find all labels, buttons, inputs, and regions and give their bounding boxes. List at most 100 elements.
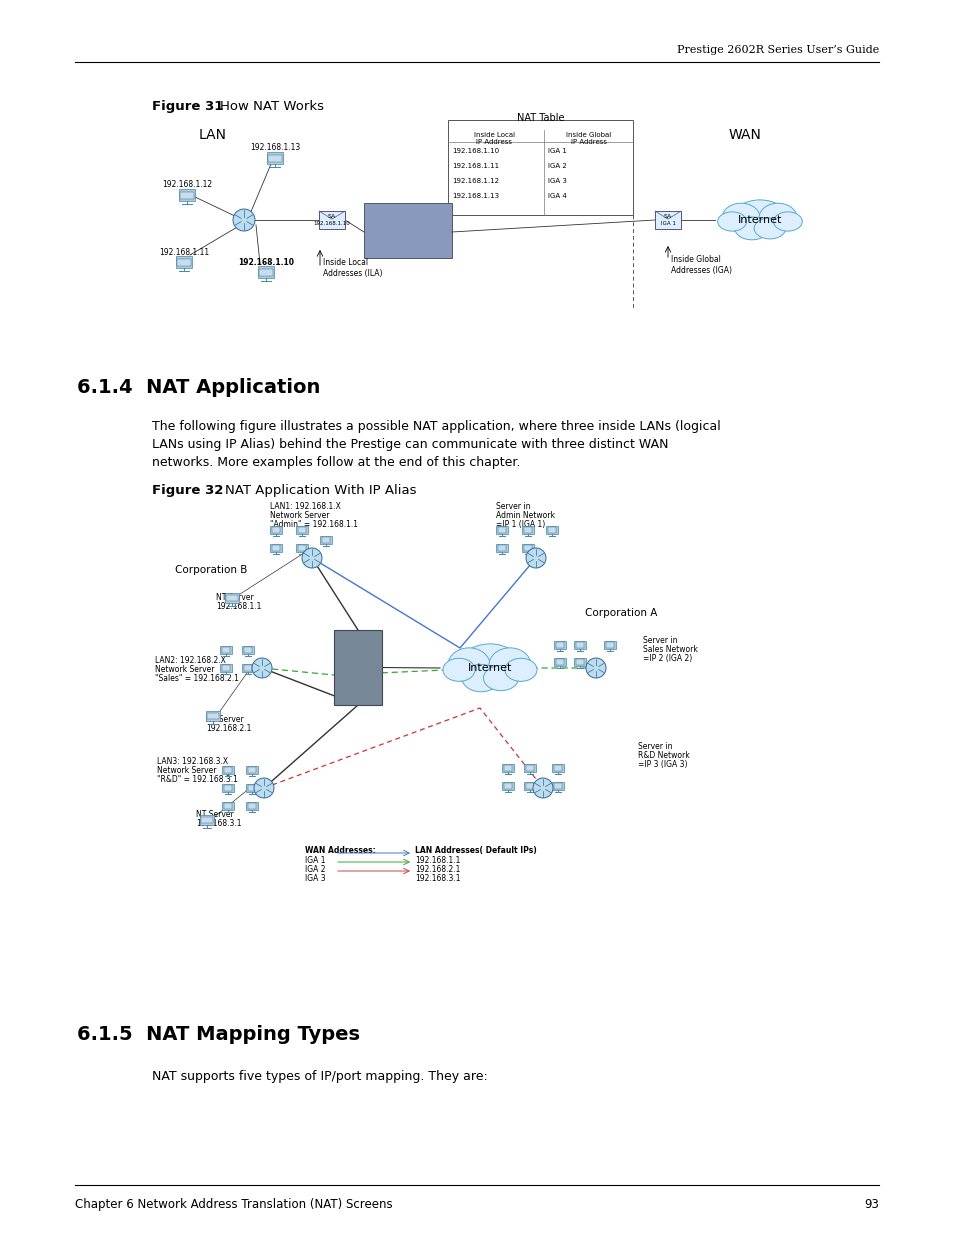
Ellipse shape [458, 643, 520, 689]
Bar [177, 259, 191, 267]
Bar [221, 666, 230, 671]
Bar [243, 647, 253, 652]
Ellipse shape [731, 200, 787, 237]
Ellipse shape [483, 666, 518, 690]
Bar [547, 527, 556, 532]
Text: =IP 1 (IGA 1): =IP 1 (IGA 1) [496, 520, 545, 529]
FancyBboxPatch shape [364, 203, 452, 258]
Bar [220, 664, 232, 672]
Text: NAT Application With IP Alias: NAT Application With IP Alias [225, 484, 416, 496]
Bar [448, 120, 633, 215]
Text: How NAT Works: How NAT Works [220, 100, 324, 112]
Ellipse shape [461, 664, 499, 692]
Text: Network Server: Network Server [154, 664, 214, 674]
Bar [545, 526, 558, 534]
Bar [243, 666, 253, 671]
Text: 6.1.4  NAT Application: 6.1.4 NAT Application [77, 378, 320, 396]
Text: The following figure illustrates a possible NAT application, where three inside : The following figure illustrates a possi… [152, 420, 720, 433]
Text: 192.168.1.11: 192.168.1.11 [452, 163, 498, 169]
Circle shape [585, 658, 605, 678]
Bar [497, 546, 506, 551]
Circle shape [233, 209, 254, 231]
Bar [552, 782, 563, 790]
Text: =IP 3 (IGA 3): =IP 3 (IGA 3) [638, 760, 687, 769]
Bar [222, 784, 233, 792]
Bar [575, 659, 584, 664]
Text: "R&D" = 192.168.3.1: "R&D" = 192.168.3.1 [157, 776, 237, 784]
Bar [199, 815, 213, 825]
Text: "Sales" = 192.168.2.1: "Sales" = 192.168.2.1 [154, 674, 238, 683]
Bar [497, 527, 506, 532]
Bar [246, 766, 257, 774]
Text: 192.168.1.13: 192.168.1.13 [250, 143, 300, 152]
Text: Sales Network: Sales Network [642, 645, 698, 655]
Bar [226, 595, 237, 601]
Text: WAN: WAN [728, 128, 760, 142]
Ellipse shape [442, 658, 475, 682]
Text: 93: 93 [863, 1198, 878, 1212]
Bar [523, 764, 536, 772]
Bar [525, 766, 534, 771]
Text: Admin Network: Admin Network [496, 511, 555, 520]
Text: 192.168.3.1: 192.168.3.1 [415, 874, 460, 883]
Bar [266, 152, 283, 164]
Bar [295, 543, 308, 552]
Bar [297, 546, 306, 551]
Bar [574, 641, 585, 650]
Text: IGA 3: IGA 3 [548, 178, 566, 184]
Text: IGA 2: IGA 2 [548, 163, 566, 169]
Text: IGA 3: IGA 3 [305, 874, 325, 883]
Bar [223, 767, 233, 773]
Bar [223, 785, 233, 790]
Text: Network Server: Network Server [157, 766, 216, 776]
Bar [501, 782, 514, 790]
Text: 192.168.2.1: 192.168.2.1 [415, 864, 460, 874]
Ellipse shape [717, 212, 745, 231]
Text: LANs using IP Alias) behind the Prestige can communicate with three distinct WAN: LANs using IP Alias) behind the Prestige… [152, 438, 668, 451]
Bar [272, 527, 280, 532]
Ellipse shape [759, 204, 796, 232]
Text: 192.168.1.10: 192.168.1.10 [314, 221, 350, 226]
Bar [496, 526, 507, 534]
Bar [201, 818, 213, 824]
Text: Inside Local
IP Address: Inside Local IP Address [474, 132, 515, 144]
Text: 192.168.1.1: 192.168.1.1 [215, 601, 261, 611]
Ellipse shape [721, 204, 760, 232]
Bar [225, 593, 239, 603]
Bar [248, 803, 256, 809]
Text: 192.168.1.10: 192.168.1.10 [452, 148, 498, 154]
Text: Inside Local
Addresses (ILA): Inside Local Addresses (ILA) [323, 258, 382, 278]
Bar [175, 256, 193, 268]
Text: NT Server: NT Server [215, 593, 253, 601]
Ellipse shape [504, 658, 537, 682]
Text: networks. More examples follow at the end of this chapter.: networks. More examples follow at the en… [152, 456, 519, 469]
Bar [574, 658, 585, 666]
Bar [525, 783, 534, 789]
Text: Prestige 2602R Series User’s Guide: Prestige 2602R Series User’s Guide [676, 44, 878, 56]
Bar [503, 783, 512, 789]
Bar [553, 766, 561, 771]
Bar [272, 546, 280, 551]
Text: LAN2: 192.168.2.X: LAN2: 192.168.2.X [154, 656, 226, 664]
Bar [248, 785, 256, 790]
Bar [257, 267, 274, 278]
Bar [242, 664, 253, 672]
Text: 192.168.1.11: 192.168.1.11 [159, 248, 209, 257]
Circle shape [525, 548, 545, 568]
Bar [555, 642, 564, 647]
Text: IGA 2: IGA 2 [305, 864, 325, 874]
Bar [523, 782, 536, 790]
Bar [523, 546, 532, 551]
Ellipse shape [734, 217, 768, 240]
Bar [321, 537, 330, 542]
Bar [521, 526, 534, 534]
Text: Server in: Server in [642, 636, 677, 645]
Text: LAN1: 192.168.1.X: LAN1: 192.168.1.X [270, 501, 340, 511]
Text: Corporation A: Corporation A [584, 608, 657, 618]
Text: LAN3: 192.168.3.X: LAN3: 192.168.3.X [157, 757, 228, 766]
Text: NT Server: NT Server [206, 715, 244, 724]
Text: 192.168.1.12: 192.168.1.12 [162, 180, 212, 189]
Bar [501, 764, 514, 772]
Bar [178, 189, 195, 201]
Text: 192.168.1.13: 192.168.1.13 [452, 193, 498, 199]
